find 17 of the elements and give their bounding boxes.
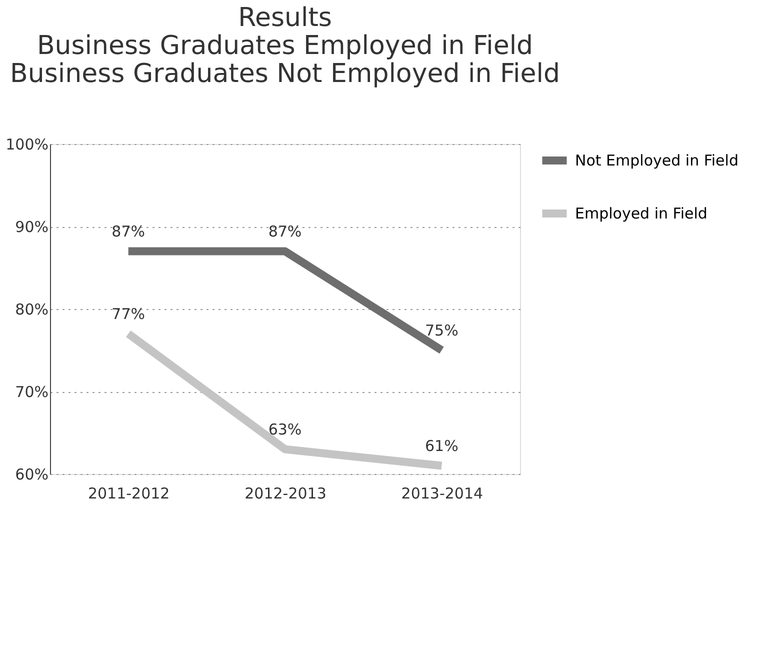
chart-title: Results Business Graduates Employed in Field Business Graduates Not Employed in Field [10,3,560,89]
y-tick-label: 90% [15,218,48,236]
legend-label: Employed in Field [575,204,708,222]
data-label: 77% [112,304,146,323]
data-label: 63% [268,420,302,438]
data-label: 75% [424,321,458,340]
y-tick-label: 100% [6,136,48,154]
x-tick-label: 2013-2014 [401,484,484,502]
y-tick-label: 70% [15,383,48,401]
y-tick-label: 80% [15,300,48,318]
x-tick-label: 2012-2013 [244,484,326,502]
legend-label: Not Employed in Field [575,152,738,170]
data-label: 87% [268,222,302,240]
x-tick-label: 2011-2012 [88,484,170,502]
data-label: 61% [424,436,458,455]
y-tick-label: 60% [15,466,48,484]
data-label: 87% [112,222,146,240]
